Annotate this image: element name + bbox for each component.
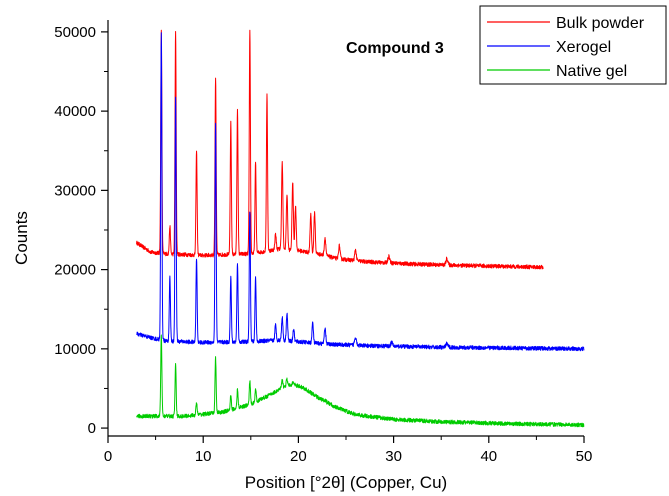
y-tick-label: 50000 bbox=[54, 24, 96, 41]
y-tick-label: 10000 bbox=[54, 341, 96, 358]
x-axis-title: Position [°2θ] (Copper, Cu) bbox=[245, 473, 447, 492]
series-line-xerogel bbox=[136, 32, 585, 352]
x-tick-label: 50 bbox=[576, 448, 593, 465]
series-line-native-gel bbox=[136, 334, 585, 428]
plot-lines bbox=[136, 29, 585, 428]
x-tick-label: 30 bbox=[385, 448, 402, 465]
x-tick-label: 20 bbox=[290, 448, 307, 465]
x-tick-label: 10 bbox=[195, 448, 212, 465]
series-line-bulk-powder bbox=[136, 29, 544, 270]
legend-label: Bulk powder bbox=[556, 15, 645, 32]
y-tick-label: 30000 bbox=[54, 182, 96, 199]
x-ticks: 0 10 20 30 40 50 bbox=[104, 436, 593, 465]
x-tick-label: 40 bbox=[480, 448, 497, 465]
y-axis-title: Counts bbox=[12, 211, 31, 265]
y-tick-label: 0 bbox=[88, 420, 96, 437]
legend-label: Native gel bbox=[556, 63, 627, 80]
legend: Bulk powder Xerogel Native gel bbox=[479, 5, 667, 85]
y-ticks: 0 10000 20000 30000 40000 50000 bbox=[54, 24, 108, 437]
chart-title: Compound 3 bbox=[346, 40, 444, 57]
y-tick-label: 20000 bbox=[54, 262, 96, 279]
x-tick-label: 0 bbox=[104, 448, 112, 465]
y-tick-label: 40000 bbox=[54, 103, 96, 120]
legend-label: Xerogel bbox=[556, 39, 611, 56]
legend-box bbox=[479, 5, 667, 85]
